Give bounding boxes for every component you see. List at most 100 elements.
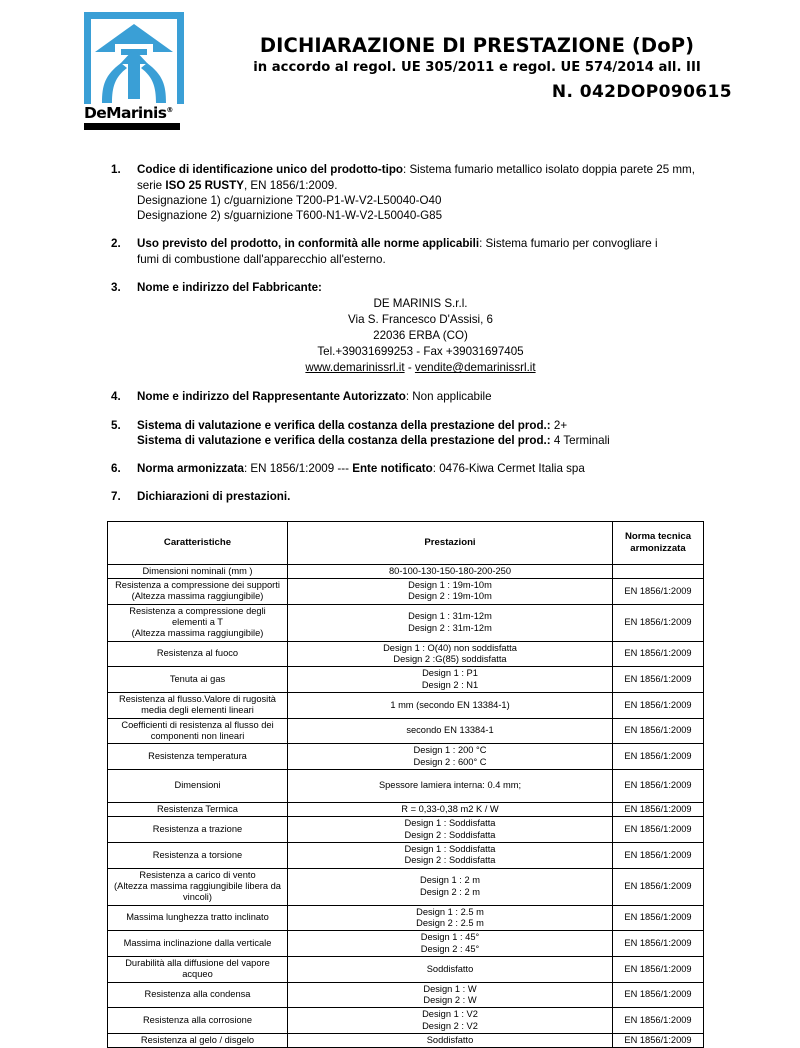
cell-line: Resistenza al gelo / disgelo (140, 1034, 255, 1045)
cell-norma: EN 1856/1:2009 (612, 867, 704, 906)
cell-line: Resistenza alla corrosione (142, 1014, 253, 1025)
address-line: Tel.+39031699253 - Fax +39031697405 (317, 345, 524, 359)
cell-prestazione: Design 1 : P1 Design 2 : N1 (287, 666, 613, 694)
title-block: DICHIARAZIONE DI PRESTAZIONE (DoP) in ac… (200, 10, 770, 102)
cell-norma: EN 1856/1:2009 (612, 904, 704, 932)
clause-value: : EN 1856/1:2009 --- (243, 462, 353, 476)
clause-label-2: Sistema di valutazione e verifica della … (137, 433, 551, 447)
cell-norma: EN 1856/1:2009 (612, 1032, 704, 1048)
cell-caratteristica: Resistenza alla condensa (107, 981, 288, 1009)
website-link[interactable]: www.demarinissrl.it (305, 361, 405, 375)
column-header-caratteristiche: Caratteristiche (107, 520, 288, 565)
cell-line: Resistenza a carico di vento (139, 869, 256, 880)
cell-line: Design 2 : Soddisfatta (404, 855, 496, 866)
cell-norma (612, 563, 704, 580)
cell-caratteristica: Resistenza al gelo / disgelo (107, 1032, 288, 1048)
notified-body-value: : 0476-Kiwa Cermet Italia spa (432, 462, 585, 476)
table-row: Resistenza a compressione degli elementi … (107, 603, 704, 642)
clause-label: Sistema di valutazione e verifica della … (137, 418, 551, 432)
cell-norma: EN 1856/1:2009 (612, 692, 704, 719)
cell-caratteristica: Tenuta ai gas (107, 666, 288, 694)
clause-7: 7. Dichiarazioni di prestazioni. (108, 489, 764, 504)
cell-prestazione: Spessore lamiera interna: 0.4 mm; (287, 769, 613, 803)
clause-body: Dichiarazioni di prestazioni. (137, 489, 764, 504)
cell-prestazione: secondo EN 13384-1 (287, 717, 613, 745)
cell-line: Design 1 : 2.5 m (416, 906, 484, 917)
link-separator: - (404, 361, 415, 375)
cell-line: acqueo (182, 969, 213, 980)
cell-line: Resistenza alla condensa (144, 989, 251, 1000)
cell-line: (Altezza massima raggiungibile) (131, 628, 264, 639)
document-number: N. 042DOP090615 (551, 82, 732, 102)
cell-prestazione: Design 1 : 2.5 m Design 2 : 2.5 m (287, 904, 613, 932)
cell-norma: EN 1856/1:2009 (612, 603, 704, 642)
cell-caratteristica: Resistenza alla corrosione (107, 1007, 288, 1034)
cell-line: Design 2 : N1 (421, 679, 479, 690)
table-row: Resistenza al fuoco Design 1 : O(40) non … (107, 640, 704, 668)
cell-line: Spessore lamiera interna: 0.4 mm; (378, 780, 522, 791)
cell-line: secondo EN 13384-1 (406, 725, 494, 736)
cell-caratteristica: Dimensioni nominali (mm ) (107, 563, 288, 580)
table-row: Resistenza a carico di vento (Altezza mas… (107, 867, 704, 906)
cell-caratteristica: Resistenza a carico di vento (Altezza mas… (107, 867, 288, 906)
cell-line: Dimensioni nominali (mm ) (142, 565, 253, 576)
cell-line: componenti non lineari (150, 731, 245, 742)
clause-value: : Sistema fumario metallico isolato dopp… (403, 163, 695, 177)
cell-caratteristica: Resistenza al flusso.Valore di rugosità m… (107, 692, 288, 719)
clause-1: 1. Codice di identificazione unico del p… (108, 162, 764, 223)
table-row: Resistenza al flusso.Valore di rugosità m… (107, 692, 704, 719)
contact-links: www.demarinissrl.it - vendite@demariniss… (137, 360, 704, 376)
cell-line: Design 1 : W (423, 983, 477, 994)
clause-line-2: fumi di combustione dall'apparecchio all… (137, 252, 386, 266)
cell-prestazione: Design 1 : 19m-10m Design 2 : 19m-10m (287, 578, 613, 605)
cell-line: Design 2 : 19m-10m (408, 591, 492, 602)
norma-line-1: Norma tecnica (624, 531, 692, 543)
clause-body: Nome e indirizzo del Rappresentante Auto… (137, 389, 764, 404)
cell-line: Tenuta ai gas (169, 674, 226, 685)
clause-label: Codice di identificazione unico del prod… (137, 163, 403, 177)
cell-line: Design 2 : 2.5 m (416, 917, 484, 928)
cell-caratteristica: Resistenza a trazione (107, 816, 288, 843)
cell-line: Design 2 :G(85) soddisfatta (393, 654, 507, 665)
cell-line: Coefficienti di resistenza al flusso dei (121, 719, 274, 730)
clause-value: : Non applicabile (405, 390, 492, 404)
clause-number: 5. (111, 418, 121, 432)
cell-prestazione: Design 1 : V2 Design 2 : V2 (287, 1007, 613, 1034)
cell-line: Design 2 : W (423, 994, 477, 1005)
cell-line: Resistenza al flusso.Valore di rugosità (119, 694, 276, 705)
cell-line: Resistenza a torsione (152, 849, 243, 860)
table-row: Tenuta ai gas Design 1 : P1 Design 2 : N1 E… (107, 666, 704, 694)
clause-label: Norma armonizzata (137, 462, 244, 476)
designation-1: Designazione 1) c/guarnizione T200-P1-W-… (137, 193, 442, 207)
cell-caratteristica: Resistenza al fuoco (107, 640, 288, 668)
cell-caratteristica: Durabilità alla diffusione del vapore acq… (107, 955, 288, 983)
clause-2: 2. Uso previsto del prodotto, in conform… (108, 236, 764, 267)
clause-body: Norma armonizzata: EN 1856/1:2009 --- En… (137, 461, 764, 476)
notified-body-label: Ente notificato (352, 462, 433, 476)
cell-line: Design 2 : 45° (420, 943, 480, 954)
cell-line: Design 2 : 600° C (413, 756, 487, 767)
cell-caratteristica: Massima lunghezza tratto inclinato (107, 904, 288, 932)
cell-prestazione: Soddisfatto (287, 1032, 613, 1048)
cell-norma: EN 1856/1:2009 (612, 640, 704, 668)
email-link[interactable]: vendite@demarinissrl.it (414, 361, 536, 375)
table-row: Durabilità alla diffusione del vapore acq… (107, 955, 704, 983)
cell-line: 1 mm (secondo EN 13384-1) (390, 699, 510, 710)
cell-norma: EN 1856/1:2009 (612, 769, 704, 803)
clause-label: Uso previsto del prodotto, in conformità… (137, 237, 480, 251)
table-row: Massima inclinazione dalla verticale Desi… (107, 930, 704, 957)
table-row: Dimensioni Spessore lamiera interna: 0.4 … (107, 769, 704, 803)
chimney-arrow-logo-icon (95, 24, 173, 103)
cell-prestazione: Design 1 : W Design 2 : W (287, 981, 613, 1009)
avcp-line-1: Sistema di valutazione e verifica della … (137, 418, 764, 433)
cell-norma: EN 1856/1:2009 (612, 1007, 704, 1034)
cell-line: vincoli) (183, 892, 212, 903)
cell-norma: EN 1856/1:2009 (612, 955, 704, 983)
cell-line: Dimensioni (174, 780, 221, 791)
cell-norma: EN 1856/1:2009 (612, 743, 704, 770)
cell-line: Resistenza temperatura (148, 751, 247, 761)
table-row: Resistenza al gelo / disgelo Soddisfatto E… (107, 1032, 704, 1048)
cell-line: media degli elementi lineari (141, 705, 254, 716)
cell-line: Design 1 : 45° (420, 932, 480, 943)
cell-line: R = 0,33-0,38 m2 K / W (401, 804, 499, 814)
